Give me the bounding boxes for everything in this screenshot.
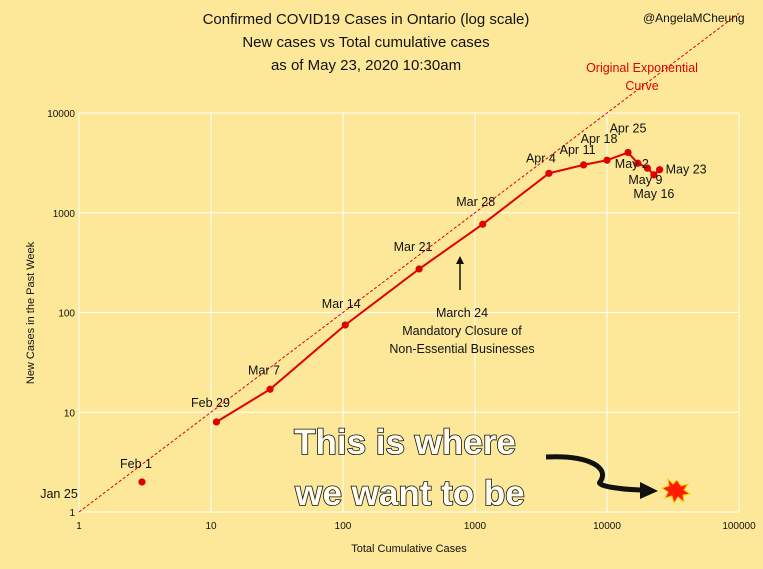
data-point xyxy=(545,169,553,177)
point-label: May 23 xyxy=(666,163,707,177)
x-axis-title: Total Cumulative Cases xyxy=(351,543,467,555)
data-point xyxy=(579,161,588,169)
x-tick-label: 10000 xyxy=(593,521,621,532)
data-point xyxy=(415,265,423,273)
goal-text-line-2: we want to be xyxy=(294,474,524,513)
point-label: Apr 11 xyxy=(560,143,596,157)
data-point xyxy=(479,220,487,228)
point-label: Feb 1 xyxy=(120,457,152,471)
point-label: Feb 29 xyxy=(191,396,230,410)
chart-title: Confirmed COVID19 Cases in Ontario (log … xyxy=(203,11,530,28)
note-line-3: Non-Essential Businesses xyxy=(389,342,534,356)
y-tick-label: 1000 xyxy=(53,209,76,220)
exponential-reference-line xyxy=(78,12,740,513)
chart-subtitle: New cases vs Total cumulative cases xyxy=(242,34,489,51)
data-point-labels: Jan 25 Feb 1 Feb 29 Mar 7 Mar 14 Mar 21 Mar 28… xyxy=(40,121,706,501)
point-label: Mar 14 xyxy=(322,297,361,311)
data-point xyxy=(624,148,632,157)
goal-arrow-curve xyxy=(545,454,649,493)
goal-text-line-1: This is where xyxy=(294,423,516,462)
note-line-1: March 24 xyxy=(436,306,488,320)
data-point xyxy=(266,385,274,393)
y-axis-title: New Cases in the Past Week xyxy=(25,241,37,384)
data-point xyxy=(643,164,652,172)
note-line-2: Mandatory Closure of xyxy=(402,324,522,338)
point-label: Mar 28 xyxy=(456,195,495,209)
explosion-icon xyxy=(660,477,692,505)
author-handle: @AngelaMCheung xyxy=(643,11,745,25)
data-point xyxy=(634,159,642,167)
exponential-label-line-2: Curve xyxy=(625,79,658,93)
goal-arrow-head xyxy=(640,482,658,499)
data-point xyxy=(212,418,221,426)
x-tick-label: 10 xyxy=(205,521,217,532)
axis-ticks: 1 10 100 1000 10000 100000 1 10 100 1000 10000 xyxy=(47,109,756,532)
x-tick-label: 100000 xyxy=(722,521,756,532)
point-label: Apr 18 xyxy=(581,132,618,146)
data-point xyxy=(138,478,146,486)
point-label: Mar 21 xyxy=(394,240,433,254)
point-label: Jan 25 xyxy=(40,487,78,501)
point-label: Mar 7 xyxy=(248,363,280,377)
y-tick-label: 100 xyxy=(58,309,75,320)
data-points xyxy=(138,148,664,486)
chart-date-line: as of May 23, 2020 10:30am xyxy=(271,57,461,74)
point-label: Apr 25 xyxy=(610,121,647,135)
point-label: May 2 xyxy=(615,157,649,171)
note-arrow-head xyxy=(456,256,464,264)
x-tick-label: 1 xyxy=(76,521,82,532)
data-point xyxy=(341,321,349,329)
y-tick-label: 1 xyxy=(69,508,75,519)
data-point xyxy=(603,156,611,164)
data-point xyxy=(650,171,658,179)
point-label: May 9 xyxy=(628,173,662,187)
x-tick-label: 100 xyxy=(335,521,352,532)
y-tick-label: 10 xyxy=(64,408,76,419)
point-label: Apr 4 xyxy=(526,151,556,165)
y-tick-label: 10000 xyxy=(47,109,75,120)
x-tick-label: 1000 xyxy=(464,521,487,532)
point-label: May 16 xyxy=(633,187,674,201)
exponential-label-line-1: Original Exponential xyxy=(586,61,698,75)
data-point xyxy=(656,166,664,174)
